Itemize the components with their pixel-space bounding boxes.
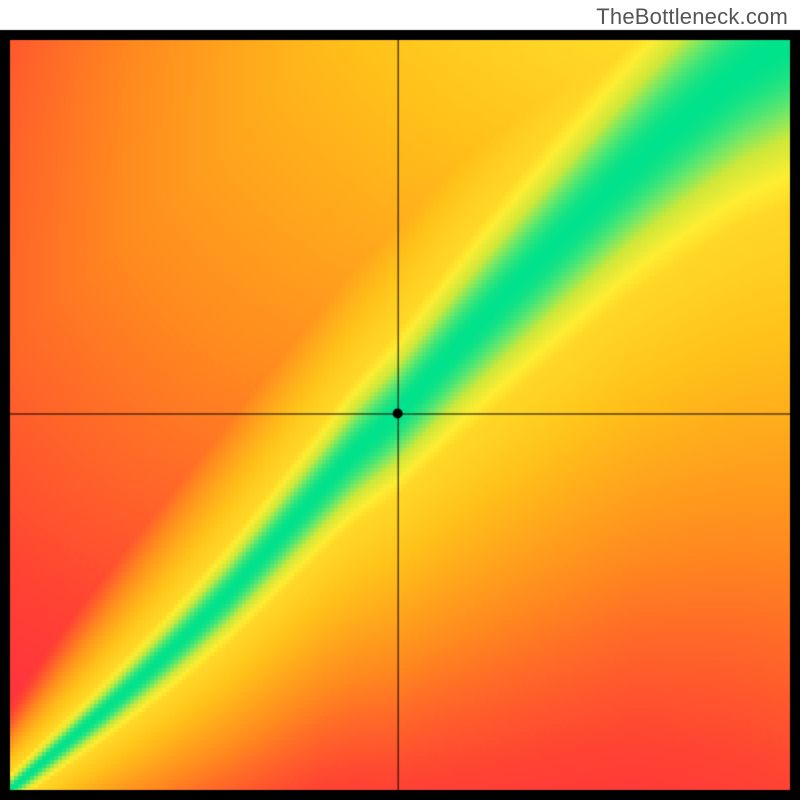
screenshot-root: TheBottleneck.com: [0, 0, 800, 800]
heatmap-canvas: [0, 0, 800, 800]
watermark-text: TheBottleneck.com: [596, 4, 788, 30]
